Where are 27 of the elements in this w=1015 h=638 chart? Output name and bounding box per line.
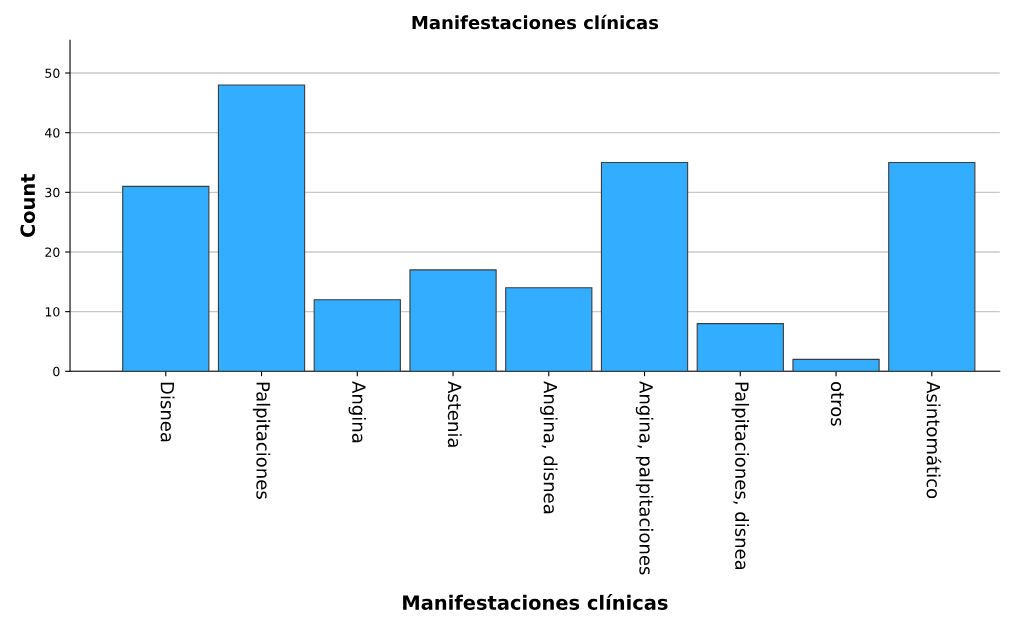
x-tick-label: otros — [830, 382, 844, 426]
x-tick-label: Asintomático — [926, 381, 942, 499]
y-tick-label: 20 — [45, 247, 60, 257]
y-tick-label: 0 — [53, 366, 60, 377]
y-axis-title: Count — [20, 173, 36, 238]
x-axis-title: Manifestaciones clínicas — [403, 594, 668, 610]
bar — [696, 323, 784, 372]
y-tick-label: 10 — [45, 307, 60, 317]
bar — [792, 358, 880, 372]
bar — [505, 287, 593, 372]
x-tick-label: Disnea — [160, 382, 175, 442]
bar — [888, 161, 976, 372]
y-tick-label: 40 — [45, 128, 60, 138]
x-tick-label: Angina, palpitaciones — [635, 381, 654, 575]
bar — [600, 161, 689, 372]
y-tick-label: 50 — [45, 68, 60, 78]
x-tick-label: Angina — [348, 381, 367, 443]
bar — [122, 185, 210, 372]
bar — [313, 299, 401, 372]
bar — [409, 269, 497, 372]
y-tick-label: 30 — [45, 187, 60, 198]
x-tick-label: Astenia — [447, 381, 462, 447]
x-tick-label: Angina, disnea — [540, 381, 558, 514]
x-tick-label: Palpitaciones, disnea — [731, 382, 750, 570]
x-tick-label: Palpitaciones — [252, 382, 271, 499]
chart-title: Manifestaciones clínicas — [412, 14, 659, 30]
bar — [217, 84, 306, 372]
